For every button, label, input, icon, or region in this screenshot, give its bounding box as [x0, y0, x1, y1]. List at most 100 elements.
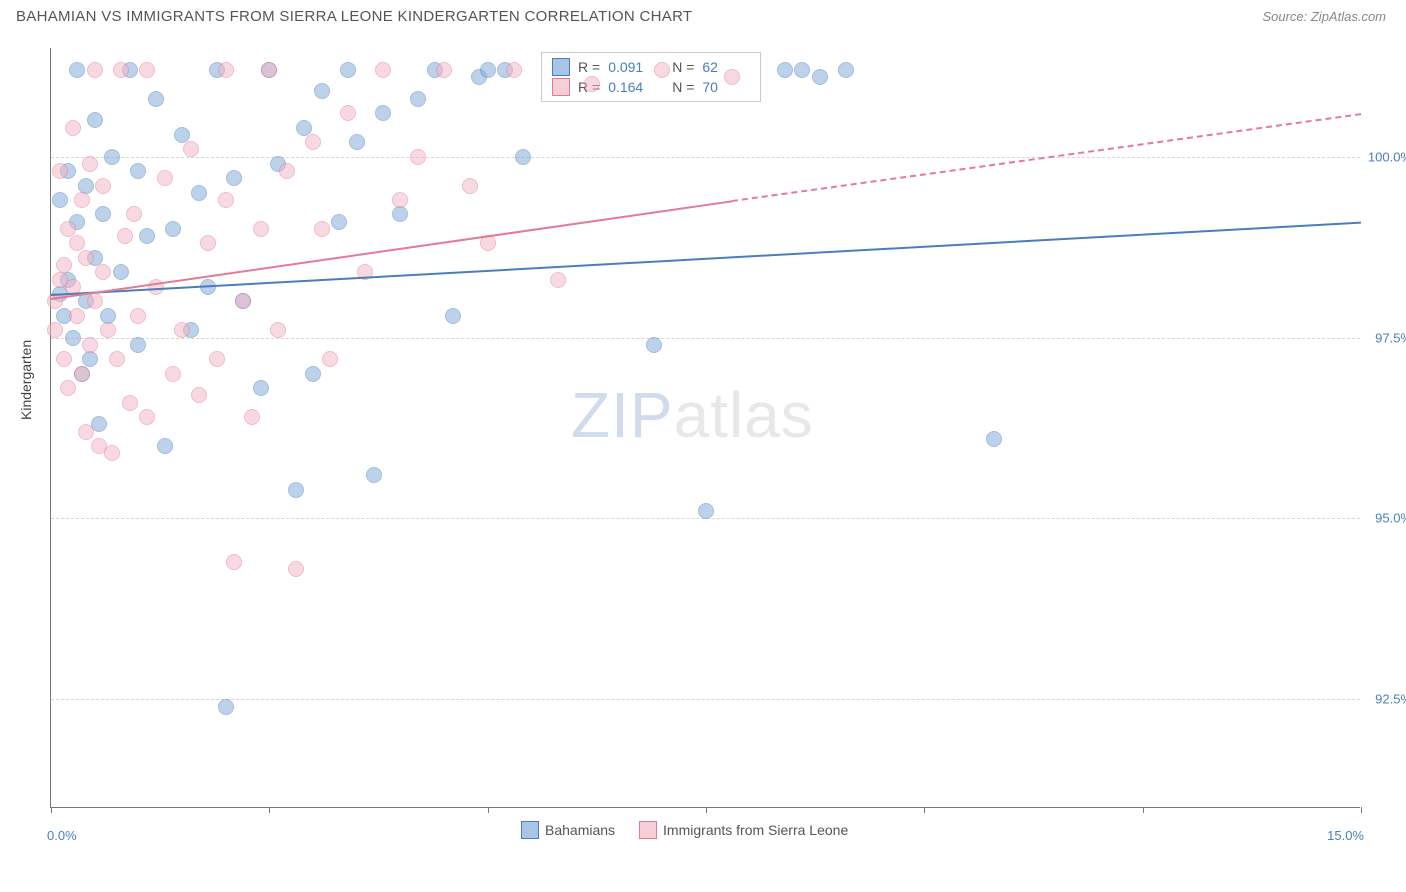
data-point — [366, 467, 382, 483]
swatch-blue-icon — [552, 58, 570, 76]
data-point — [392, 192, 408, 208]
chart-title: BAHAMIAN VS IMMIGRANTS FROM SIERRA LEONE… — [16, 8, 692, 25]
gridline — [51, 338, 1360, 339]
data-point — [82, 156, 98, 172]
data-point — [340, 62, 356, 78]
y-axis-label: Kindergarten — [18, 340, 34, 420]
data-point — [296, 120, 312, 136]
legend-item-bahamians: Bahamians — [521, 821, 615, 839]
data-point — [148, 91, 164, 107]
data-point — [52, 192, 68, 208]
data-point — [314, 83, 330, 99]
x-left-label: 0.0% — [47, 828, 77, 843]
data-point — [74, 366, 90, 382]
data-point — [113, 264, 129, 280]
x-tick — [51, 807, 52, 813]
data-point — [157, 170, 173, 186]
data-point — [60, 380, 76, 396]
data-point — [56, 351, 72, 367]
data-point — [654, 62, 670, 78]
data-point — [244, 409, 260, 425]
data-point — [218, 192, 234, 208]
data-point — [392, 206, 408, 222]
data-point — [480, 62, 496, 78]
data-point — [60, 221, 76, 237]
data-point — [165, 221, 181, 237]
stats-row-sierra-leone: R = 0.164 N = 70 — [552, 77, 750, 97]
scatter-chart: ZIPatlas R = 0.091 N = 62 R = 0.164 N = … — [50, 48, 1360, 808]
data-point — [130, 337, 146, 353]
data-point — [56, 257, 72, 273]
legend-bottom: Bahamians Immigrants from Sierra Leone — [521, 821, 848, 839]
swatch-blue-icon — [521, 821, 539, 839]
data-point — [191, 185, 207, 201]
data-point — [117, 228, 133, 244]
data-point — [104, 149, 120, 165]
data-point — [218, 699, 234, 715]
data-point — [986, 431, 1002, 447]
data-point — [436, 62, 452, 78]
data-point — [777, 62, 793, 78]
data-point — [410, 91, 426, 107]
x-tick — [269, 807, 270, 813]
legend-item-sierra-leone: Immigrants from Sierra Leone — [639, 821, 848, 839]
data-point — [375, 105, 391, 121]
data-point — [174, 127, 190, 143]
data-point — [139, 62, 155, 78]
data-point — [515, 149, 531, 165]
data-point — [183, 141, 199, 157]
data-point — [794, 62, 810, 78]
data-point — [305, 366, 321, 382]
data-point — [646, 337, 662, 353]
data-point — [95, 264, 111, 280]
x-tick — [924, 807, 925, 813]
data-point — [584, 76, 600, 92]
data-point — [191, 387, 207, 403]
data-point — [270, 322, 286, 338]
data-point — [95, 178, 111, 194]
data-point — [130, 308, 146, 324]
data-point — [331, 214, 347, 230]
data-point — [445, 308, 461, 324]
data-point — [838, 62, 854, 78]
data-point — [226, 170, 242, 186]
data-point — [174, 322, 190, 338]
data-point — [812, 69, 828, 85]
data-point — [550, 272, 566, 288]
gridline — [51, 157, 1360, 158]
data-point — [157, 438, 173, 454]
data-point — [410, 149, 426, 165]
data-point — [78, 424, 94, 440]
data-point — [100, 322, 116, 338]
data-point — [288, 482, 304, 498]
data-point — [226, 554, 242, 570]
y-tick-label: 92.5% — [1375, 692, 1406, 707]
y-tick-label: 95.0% — [1375, 511, 1406, 526]
data-point — [87, 112, 103, 128]
data-point — [113, 62, 129, 78]
data-point — [95, 206, 111, 222]
data-point — [235, 293, 251, 309]
data-point — [109, 351, 125, 367]
data-point — [279, 163, 295, 179]
gridline — [51, 699, 1360, 700]
data-point — [253, 380, 269, 396]
trend-line-sierra-leone-extrapolated — [732, 113, 1361, 202]
data-point — [139, 228, 155, 244]
data-point — [724, 69, 740, 85]
data-point — [139, 409, 155, 425]
data-point — [165, 366, 181, 382]
data-point — [87, 62, 103, 78]
data-point — [104, 445, 120, 461]
data-point — [261, 62, 277, 78]
x-tick — [706, 807, 707, 813]
data-point — [69, 235, 85, 251]
x-right-label: 15.0% — [1327, 828, 1364, 843]
data-point — [74, 192, 90, 208]
data-point — [65, 330, 81, 346]
data-point — [122, 395, 138, 411]
y-tick-label: 100.0% — [1368, 149, 1406, 164]
swatch-pink-icon — [639, 821, 657, 839]
swatch-pink-icon — [552, 78, 570, 96]
data-point — [288, 561, 304, 577]
